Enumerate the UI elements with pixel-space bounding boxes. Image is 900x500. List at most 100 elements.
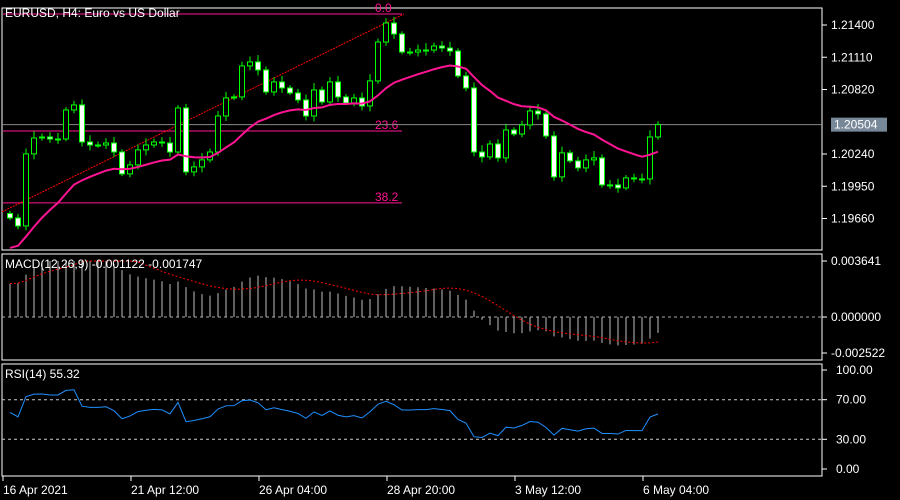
price-tick-label: 1.21400 [831,18,875,32]
rsi-line [9,389,659,438]
candle [511,127,517,137]
candle [143,138,149,156]
candle [583,154,589,173]
candle [103,138,109,149]
candle-body [615,184,621,189]
candle [135,144,141,170]
candle-body [223,97,229,117]
candle-body [407,51,413,54]
candle [215,111,221,156]
candle [559,146,565,182]
candle-body [487,143,493,158]
candle [263,66,269,95]
panel-border [1,253,823,361]
candle-body [599,157,605,186]
candle-body [63,109,69,140]
time-tick-label: 28 Apr 20:00 [387,483,455,497]
moving-average-line [9,64,659,249]
price-tick-label: 1.20240 [831,147,875,161]
time-axis: 16 Apr 2021 21 Apr 12:00 26 Apr 04:00 28 Ap… [2,476,709,497]
candle [447,41,453,56]
macd-tick-label: -0.002522 [831,346,885,360]
rsi-tick-label: 70.00 [836,393,866,407]
candle-body [335,81,341,98]
candle [231,94,237,101]
candle-body [655,124,661,138]
candle-body [79,104,85,143]
candle-body [279,81,285,89]
candle-body [47,136,53,140]
candle [407,47,413,56]
candle-body [503,129,509,159]
candle [191,161,197,177]
candle [431,42,437,53]
candle-body [647,136,653,180]
candle [551,131,557,181]
candle [575,156,581,172]
fibonacci-level-label: 0.0 [375,1,392,15]
candle-body [119,151,125,175]
candle [375,38,381,84]
candle [119,149,125,177]
candle-body [151,141,157,146]
candle-body [623,177,629,189]
price-tick-label: 1.19950 [831,179,875,193]
candle-body [247,61,253,67]
candle-body [87,141,93,146]
fibonacci-level-label: 38.2 [375,190,399,204]
candle [311,83,317,122]
candle [495,139,501,162]
candle [223,91,229,121]
candle-body [303,99,309,117]
candle-body [511,129,517,135]
candle-body [159,141,165,144]
candle [591,151,597,166]
candle-body [543,113,549,137]
candle [15,213,21,230]
candle [359,92,365,111]
panel-border [1,7,823,251]
candle [327,77,333,106]
candle [39,133,45,141]
macd-signal-line [9,260,659,344]
macd-tick-label: 0.003641 [831,254,881,268]
candle [95,141,101,148]
candle-body [239,65,245,98]
candle-body [39,136,45,139]
candle-body [375,41,381,82]
candle-body [607,184,613,187]
candle-body [191,166,197,173]
candle-body [479,151,485,158]
candle [159,137,165,147]
candle-body [135,149,141,166]
candle [503,123,509,163]
candle [439,41,445,52]
candle-body [423,49,429,52]
rsi-panel[interactable]: 100.00 70.00 30.00 0.00 [1,363,873,477]
candle-body [287,87,293,94]
candle [479,145,485,163]
candle [47,132,53,143]
rsi-tick-label: 0.00 [836,462,860,476]
candle [31,131,37,160]
current-price-label: 1.20504 [834,118,878,132]
price-panel[interactable]: 1.21400 1.21110 1.20820 1.20240 1.19950 1.196… [1,1,887,251]
candle-body [71,104,77,111]
macd-panel[interactable]: 0.003641 0.000000 -0.002522 [1,253,885,361]
candle-body [463,75,469,89]
candle [255,55,261,76]
candle-body [319,89,325,103]
candle [423,43,429,56]
candle-body [431,45,437,51]
time-tick-label: 21 Apr 12:00 [131,483,199,497]
candle-body [591,157,597,161]
candle [319,86,325,105]
candle-body [255,61,261,71]
candle [7,210,13,221]
candle-body [311,89,317,117]
time-tick-label: 6 May 04:00 [643,483,709,497]
candle-body [183,107,189,173]
candle-body [415,49,421,53]
candle [23,148,29,231]
